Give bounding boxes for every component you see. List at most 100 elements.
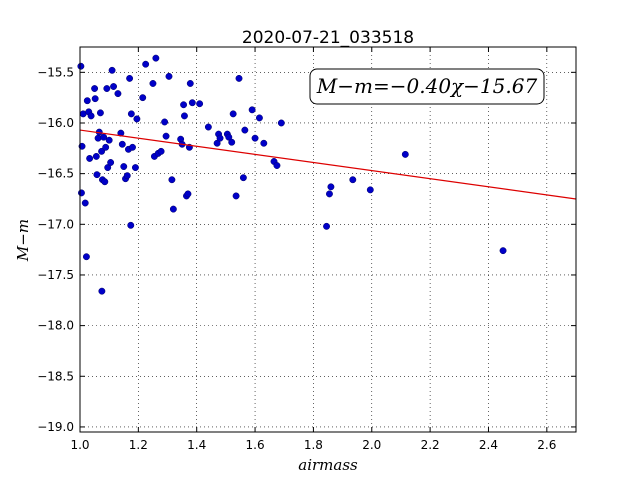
data-point [162, 132, 170, 140]
data-point [235, 74, 243, 82]
data-point [260, 139, 268, 147]
data-point [251, 134, 259, 142]
data-point [161, 118, 169, 126]
x-tick-label: 1.6 [246, 438, 265, 452]
y-tick-label: −18.0 [37, 319, 74, 333]
data-point [213, 139, 221, 147]
data-point [81, 199, 89, 207]
data-point [102, 143, 110, 151]
data-point [91, 85, 99, 92]
data-point [181, 112, 188, 120]
data-point [77, 62, 85, 70]
data-point [152, 54, 160, 62]
data-point [255, 114, 263, 122]
data-point [103, 85, 111, 92]
data-point [98, 147, 106, 155]
data-point [165, 72, 173, 80]
data-point [91, 95, 99, 103]
data-point [129, 143, 136, 151]
data-point [83, 97, 91, 105]
data-point [180, 101, 188, 109]
data-point [327, 183, 335, 191]
data-point [366, 186, 374, 194]
data-point [499, 247, 507, 255]
data-point [126, 74, 134, 82]
y-tick-label: −15.5 [37, 65, 74, 79]
data-point [323, 222, 330, 230]
data-point [133, 115, 141, 123]
chart-title: 2020-07-21_033518 [242, 28, 414, 48]
fit-line-group [79, 129, 577, 200]
data-point [98, 287, 106, 295]
data-point [120, 163, 128, 171]
data-point [349, 176, 357, 184]
y-tick-label: −18.5 [37, 369, 74, 383]
plot-frame [79, 46, 577, 433]
data-point [127, 221, 135, 229]
data-point [92, 152, 100, 160]
data-point [78, 189, 85, 197]
data-point [216, 134, 224, 142]
data-point [196, 100, 204, 108]
data-point [101, 178, 109, 186]
data-point [401, 150, 409, 158]
y-axis-label: M−m [14, 219, 32, 262]
x-tick-label: 2.4 [479, 438, 498, 452]
annotation-text: M−m=−0.40χ−15.67 [316, 74, 538, 98]
y-tick-label: −16.0 [37, 116, 74, 130]
data-point [326, 190, 333, 198]
data-point [248, 106, 256, 114]
data-point [228, 138, 236, 146]
y-tick-label: −17.0 [37, 217, 74, 231]
x-tick-label: 1.4 [187, 438, 206, 452]
data-points [77, 54, 507, 295]
data-point [239, 174, 247, 182]
fit-annotation: M−m=−0.40χ−15.67 [309, 68, 545, 105]
x-tick-label: 2.2 [421, 438, 440, 452]
data-point [273, 162, 281, 169]
data-point [232, 192, 240, 200]
data-point [157, 147, 165, 155]
x-tick-label: 1.8 [304, 438, 323, 452]
fit-line [79, 129, 577, 200]
data-point [277, 119, 285, 127]
data-point [94, 134, 102, 142]
data-point [110, 83, 118, 90]
data-point [188, 99, 196, 107]
data-point [229, 110, 237, 118]
y-tick-label: −16.5 [37, 167, 74, 181]
data-point [169, 205, 177, 213]
data-point [149, 80, 157, 87]
data-point [184, 190, 192, 198]
data-point [131, 164, 139, 172]
data-point [93, 171, 101, 179]
data-point [225, 133, 233, 141]
data-point [114, 90, 122, 98]
y-tick-label: −17.5 [37, 268, 74, 282]
data-point [87, 112, 95, 120]
x-tick-label: 1.0 [70, 438, 89, 452]
data-point [108, 66, 116, 74]
y-tick-label: −19.0 [37, 420, 74, 434]
annotation-box [309, 68, 545, 105]
data-point [168, 176, 176, 184]
data-point [100, 133, 108, 141]
x-tick-label: 2.6 [537, 438, 556, 452]
data-point [123, 172, 131, 180]
data-point [139, 94, 147, 102]
data-point [186, 80, 194, 87]
data-point [118, 140, 126, 148]
data-point [142, 60, 150, 68]
x-tick-label: 2.0 [362, 438, 381, 452]
data-point [241, 126, 249, 134]
data-point [82, 253, 90, 261]
data-point [107, 159, 115, 166]
data-point [86, 154, 94, 162]
x-axis-label: airmass [298, 456, 358, 474]
axis-ticks: 1.0 1.2 1.4 1.6 1.8 2.0 2.2 2.4 2.6 −15.5 −16.0 −16… [37, 47, 576, 452]
x-tick-label: 1.2 [129, 438, 148, 452]
data-point [127, 110, 135, 118]
data-point [105, 136, 113, 144]
data-point [104, 164, 112, 172]
